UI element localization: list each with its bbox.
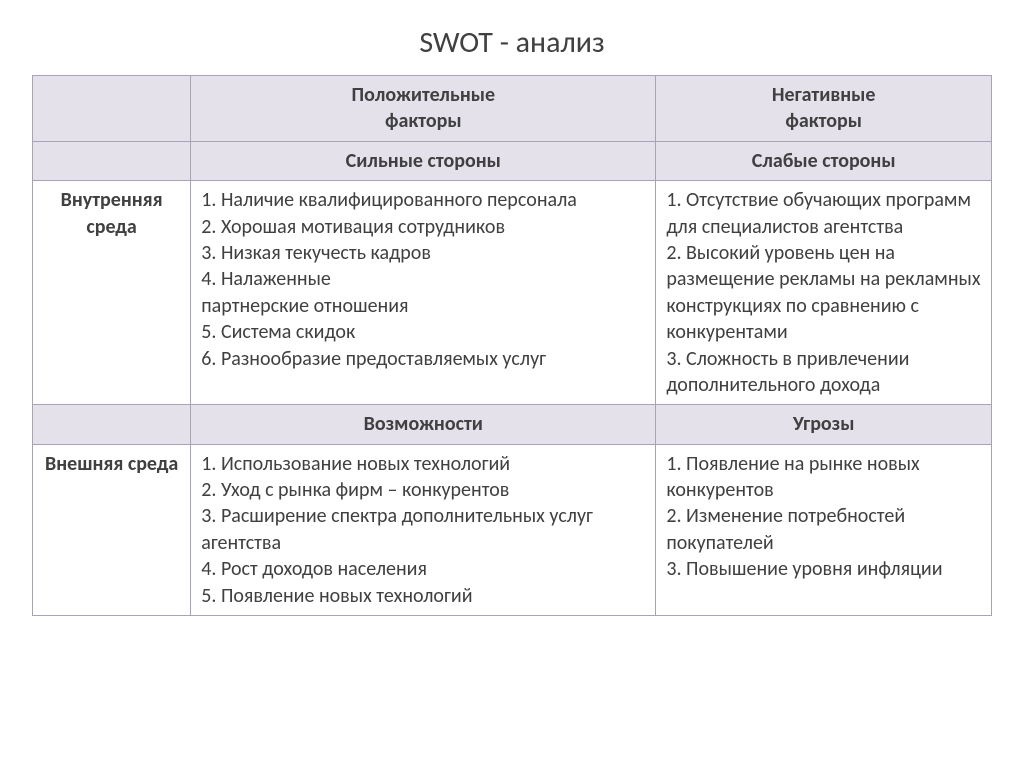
- table-row: Внутренняя среда 1. Наличие квалифициров…: [33, 181, 992, 405]
- header-positive: Положительные факторы: [191, 76, 656, 142]
- table-row: Сильные стороны Слабые стороны: [33, 141, 992, 180]
- swot-table: Положительные факторы Негативные факторы…: [32, 75, 992, 616]
- header-weaknesses: Слабые стороны: [656, 141, 992, 180]
- table-row: Возможности Угрозы: [33, 405, 992, 444]
- cell-opportunities: 1. Использование новых технологий 2. Ухо…: [191, 444, 656, 615]
- table-row: Внешняя среда 1. Использование новых тех…: [33, 444, 992, 615]
- page-title: SWOT - анализ: [32, 24, 992, 61]
- subheader-spacer: [33, 141, 191, 180]
- cell-strengths: 1. Наличие квалифицированного персонала …: [191, 181, 656, 405]
- table-row: Положительные факторы Негативные факторы: [33, 76, 992, 142]
- cell-weaknesses: 1. Отсутствие обучающих программ для спе…: [656, 181, 992, 405]
- rowlabel-internal: Внутренняя среда: [33, 181, 191, 405]
- corner-cell: [33, 76, 191, 142]
- header-opportunities: Возможности: [191, 405, 656, 444]
- header-strengths: Сильные стороны: [191, 141, 656, 180]
- cell-threats: 1. Появление на рынке новых конкурентов …: [656, 444, 992, 615]
- rowlabel-external: Внешняя среда: [33, 444, 191, 615]
- header-negative: Негативные факторы: [656, 76, 992, 142]
- header-threats: Угрозы: [656, 405, 992, 444]
- subheader-spacer: [33, 405, 191, 444]
